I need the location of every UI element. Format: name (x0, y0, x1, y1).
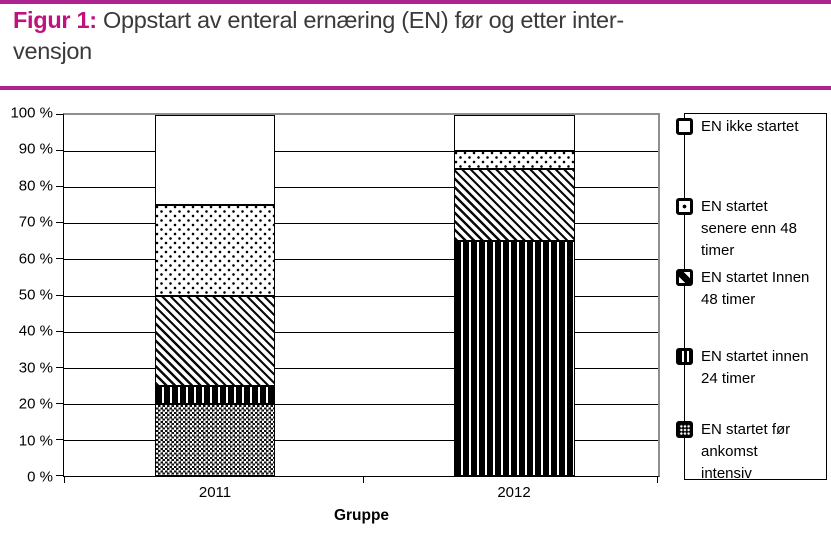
y-tick-label: 30 % (18, 359, 53, 377)
gridline (64, 223, 658, 225)
bar-segment (454, 115, 575, 152)
plot-area (56, 113, 660, 483)
legend-item: EN startet innen 24 timer (676, 346, 824, 390)
y-tick-label: 20 % (18, 395, 53, 413)
y-tick-label: 100 % (10, 104, 53, 122)
figure-title: Figur 1: Oppstart av enteral ernæring (E… (13, 5, 819, 67)
gridline (64, 295, 658, 297)
legend-swatch-none-icon (676, 118, 693, 135)
y-tick-mark (56, 186, 63, 188)
y-tick-label: 80 % (18, 177, 53, 195)
y-tick-mark (56, 222, 63, 224)
legend-item: EN ikke startet (676, 116, 824, 138)
bar-segment (155, 295, 275, 386)
bar-segment (454, 169, 575, 242)
y-tick-mark (56, 366, 63, 368)
gridline (64, 331, 658, 333)
x-axis-title: Gruppe (333, 507, 390, 524)
y-tick-mark (56, 475, 63, 476)
y-tick-label: 10 % (18, 432, 53, 450)
y-tick-mark (56, 258, 63, 260)
gridline (64, 151, 658, 153)
y-tick-mark (56, 438, 63, 440)
figure-title-line2: vensjon (13, 38, 92, 64)
legend-label: EN startet senere enn 48 timer (701, 198, 797, 259)
bar-segment (155, 385, 275, 404)
x-tick-mark (657, 477, 659, 483)
stacked-bar-2011 (155, 115, 275, 476)
y-axis-labels: 100 % 90 % 80 % 70 % 60 % 50 % 40 % 30 % 20 % 10 … (0, 105, 53, 486)
legend-swatch-cross-icon (676, 421, 693, 438)
legend-item: EN startet Innen 48 timer (676, 267, 824, 311)
legend-box: EN ikke startet EN startet senere enn 48 ti… (676, 113, 827, 482)
legend-label: EN ikke startet (701, 118, 799, 135)
figure-label: Figur 1: (13, 7, 97, 33)
stacked-bar-2012 (454, 115, 575, 476)
y-tick-label: 60 % (18, 250, 53, 268)
legend-item: EN startet senere enn 48 timer (676, 196, 824, 262)
y-tick-mark (56, 150, 63, 152)
x-tick-mark (64, 477, 65, 483)
gridline (64, 403, 658, 405)
y-tick-label: 50 % (18, 286, 53, 304)
gridline (64, 259, 658, 261)
y-tick-label: 70 % (18, 213, 53, 231)
gridline (64, 187, 658, 189)
legend-swatch-dots-icon (676, 198, 693, 215)
bar-segment (155, 205, 275, 296)
gridline (64, 439, 658, 441)
y-tick-label: 0 % (27, 468, 53, 486)
legend-swatch-diag-icon (676, 269, 693, 286)
y-tick-label: 90 % (18, 140, 53, 158)
x-tick-mark (362, 477, 364, 483)
legend-item: EN startet før ankomst intensiv (676, 419, 824, 485)
legend-label: EN startet før ankomst intensiv (701, 421, 791, 482)
legend-swatch-vert-icon (676, 348, 693, 365)
x-tick-label-2012: 2012 (497, 484, 531, 501)
title-rule (0, 86, 831, 90)
legend-label: EN startet Innen 48 timer (701, 269, 810, 308)
gridline (64, 367, 658, 369)
y-tick-label: 40 % (18, 322, 53, 340)
y-tick-mark (56, 114, 63, 115)
bar-segment (454, 241, 575, 476)
figure-title-line1: Oppstart av enteral ernæring (EN) før og… (103, 7, 624, 33)
bar-segment (155, 403, 275, 476)
top-rule (0, 0, 831, 4)
y-tick-mark (56, 402, 63, 404)
y-tick-mark (56, 330, 63, 332)
y-tick-mark (56, 294, 63, 296)
bar-segment (454, 151, 575, 170)
bar-segment (155, 115, 275, 206)
x-tick-label-2011: 2011 (198, 484, 232, 501)
legend-label: EN startet innen 24 timer (701, 348, 809, 387)
